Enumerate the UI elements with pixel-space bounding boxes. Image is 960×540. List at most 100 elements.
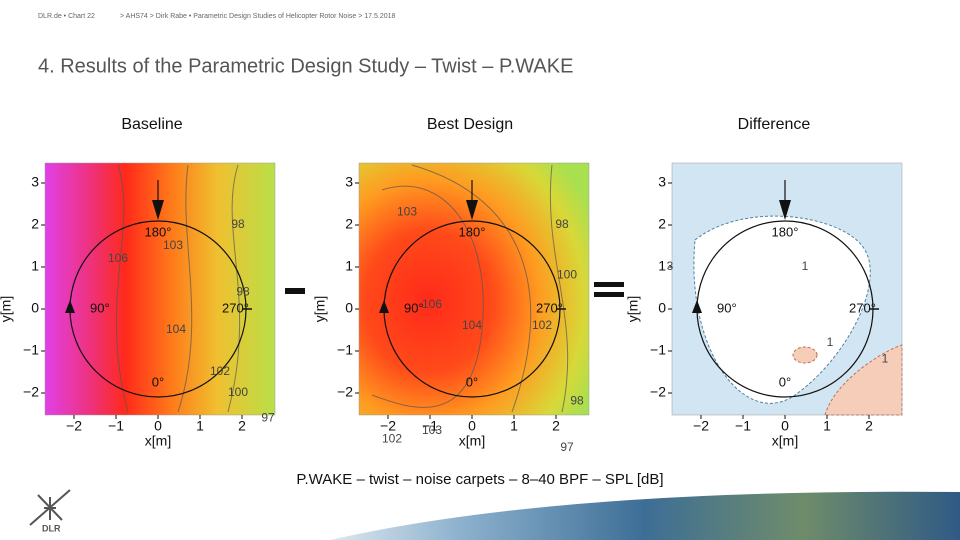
- contour-label: 106: [422, 297, 442, 311]
- breadcrumb: DLR.de • Chart 22: [38, 13, 95, 20]
- contour-label: 98: [555, 217, 569, 231]
- y-tick-label: 3: [658, 174, 666, 190]
- contour-label: 102: [532, 318, 552, 332]
- y-tick-label: 2: [31, 216, 39, 232]
- y-tick-label: 0: [345, 300, 353, 316]
- x-tick-label: −2: [380, 418, 396, 434]
- x-tick-label: 1: [196, 418, 204, 434]
- minus-sign: [285, 288, 305, 294]
- x-tick-label: 0: [154, 418, 162, 434]
- marker-90: [379, 300, 389, 313]
- y-tick-label: 3: [345, 174, 353, 190]
- x-tick-label: 2: [552, 418, 560, 434]
- equals-sign: [594, 292, 624, 297]
- observer-arrow: [152, 200, 164, 220]
- y-tick-label: 3: [31, 174, 39, 190]
- y-axis-label: y[m]: [0, 296, 14, 322]
- y-tick-label: −2: [23, 384, 39, 400]
- y-tick-label: 0: [31, 300, 39, 316]
- y-tick-label: 1: [31, 258, 39, 274]
- azimuth-label: 0°: [466, 374, 478, 389]
- contour-label: 103: [422, 423, 442, 437]
- panel-title: Baseline: [121, 116, 182, 133]
- contour-line: [549, 164, 569, 413]
- contour-label: 1: [802, 259, 809, 273]
- y-tick-label: −1: [650, 342, 666, 358]
- y-axis-label: y[m]: [312, 296, 328, 322]
- azimuth-label: 90°: [717, 300, 737, 315]
- x-tick-label: 1: [510, 418, 518, 434]
- slide-title: 4. Results of the Parametric Design Stud…: [38, 55, 573, 77]
- contour-label: 103: [163, 238, 183, 252]
- observer-arrow: [779, 200, 791, 220]
- y-tick-label: 1: [658, 258, 666, 274]
- azimuth-label: 0°: [152, 374, 164, 389]
- plot-frame: [44, 162, 276, 416]
- marker-90: [692, 300, 702, 313]
- azimuth-label: 90°: [404, 300, 424, 315]
- azimuth-label: 180°: [459, 224, 486, 239]
- contour-label: 104: [462, 318, 482, 332]
- observer-arrow: [466, 200, 478, 220]
- contour-label: 97: [560, 440, 574, 454]
- x-tick-label: −1: [108, 418, 124, 434]
- x-tick-label: 2: [238, 418, 246, 434]
- azimuth-label: 270°: [222, 300, 249, 315]
- azimuth-label: 90°: [90, 300, 110, 315]
- contour-label: 102: [382, 431, 402, 445]
- breadcrumb-path: > AHS74 > Dirk Rabe • Parametric Design …: [120, 13, 396, 20]
- azimuth-label: 270°: [536, 300, 563, 315]
- azimuth-label: 180°: [772, 224, 799, 239]
- contour-label: 1: [882, 352, 889, 366]
- x-axis-label: x[m]: [772, 433, 798, 449]
- x-axis-label: x[m]: [145, 433, 171, 449]
- y-tick-label: −2: [337, 384, 353, 400]
- y-tick-label: 0: [658, 300, 666, 316]
- azimuth-label: 0°: [779, 374, 791, 389]
- equals-sign: [594, 282, 624, 287]
- contour-region: [792, 346, 818, 364]
- contour-label: 3: [667, 259, 674, 273]
- x-tick-label: −2: [693, 418, 709, 434]
- contour-line: [115, 164, 129, 413]
- earth-image: [330, 491, 960, 540]
- azimuth-label: 270°: [849, 300, 876, 315]
- contour-label: 97: [261, 410, 275, 424]
- contour-label: 102: [210, 364, 230, 378]
- panel-title: Difference: [738, 116, 811, 133]
- contour-line: [371, 185, 484, 408]
- y-tick-label: −1: [23, 342, 39, 358]
- contour-label: 1: [827, 335, 834, 349]
- contour-label: 104: [166, 322, 186, 336]
- marker-90: [65, 300, 75, 313]
- x-tick-label: −1: [735, 418, 751, 434]
- y-tick-label: −1: [337, 342, 353, 358]
- x-tick-label: 2: [865, 418, 873, 434]
- y-tick-label: 1: [345, 258, 353, 274]
- contour-label: 100: [228, 385, 248, 399]
- x-tick-label: −2: [66, 418, 82, 434]
- x-tick-label: 0: [781, 418, 789, 434]
- panel-title: Best Design: [427, 116, 513, 133]
- y-tick-label: 2: [345, 216, 353, 232]
- contour-label: 106: [108, 251, 128, 265]
- contour-label: 103: [397, 205, 417, 219]
- contour-label: 98: [570, 394, 584, 408]
- contour-label: 98: [231, 217, 245, 231]
- azimuth-label: 180°: [145, 224, 172, 239]
- x-axis-label: x[m]: [459, 433, 485, 449]
- dlr-logo: [29, 489, 71, 526]
- x-tick-label: 1: [823, 418, 831, 434]
- contour-label: 100: [557, 268, 577, 282]
- caption: P.WAKE – twist – noise carpets – 8–40 BP…: [296, 471, 663, 488]
- plot-frame: [671, 162, 903, 416]
- y-tick-label: 2: [658, 216, 666, 232]
- y-axis-label: y[m]: [625, 296, 641, 322]
- contour-region: [693, 215, 871, 404]
- contour-line: [411, 164, 532, 413]
- plot-frame: [358, 162, 590, 416]
